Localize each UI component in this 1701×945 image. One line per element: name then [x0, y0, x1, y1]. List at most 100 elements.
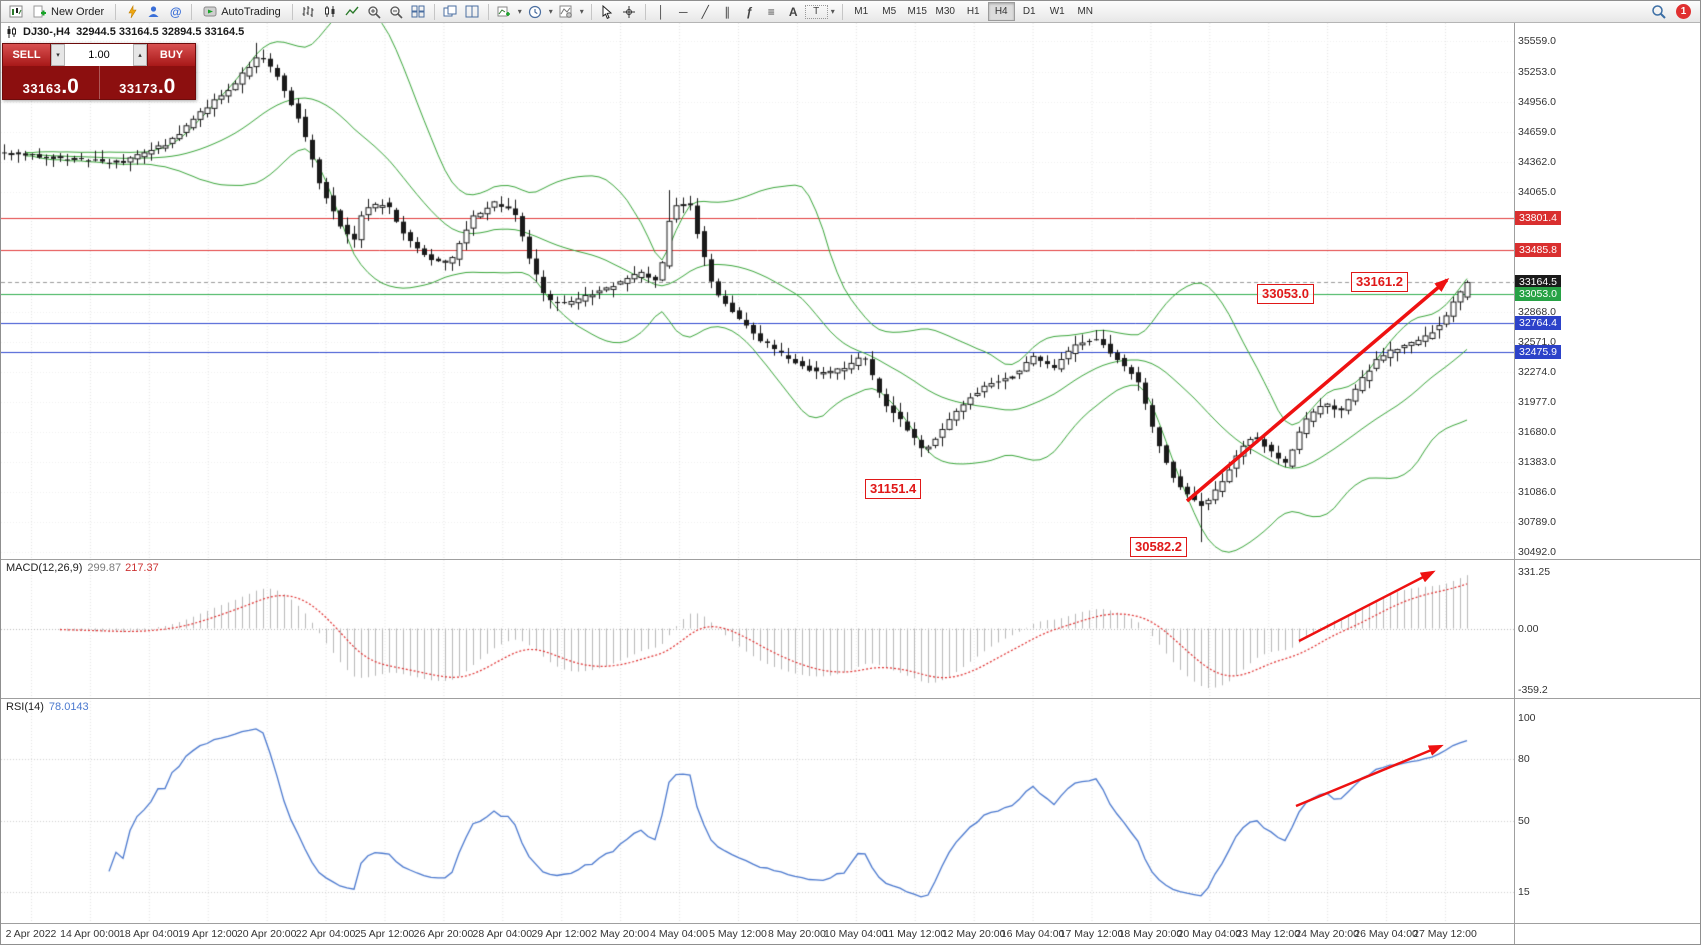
trendline-tool-icon[interactable]: ╱: [701, 4, 709, 19]
cascade-windows-icon[interactable]: [440, 3, 461, 21]
panel-separator[interactable]: [1, 698, 1700, 699]
buy-price[interactable]: 33173 .0: [98, 66, 196, 99]
panel-separator[interactable]: [1, 559, 1700, 560]
price-level-label: 33801.4: [1515, 211, 1561, 226]
time-axis-label: 20 Apr 20:00: [236, 928, 297, 940]
time-axis-label: 29 Apr 12:00: [531, 928, 592, 940]
objects-dropdown-caret[interactable]: ▾: [830, 7, 835, 16]
sell-button[interactable]: SELL: [3, 44, 51, 66]
symbol-period-label: DJ30-,H4: [23, 26, 71, 38]
community-at-icon[interactable]: @: [169, 4, 182, 19]
timeframe-w1[interactable]: W1: [1049, 6, 1065, 17]
timeframe-h4[interactable]: H4: [987, 2, 1015, 21]
toolbar-separator: [841, 3, 843, 20]
search-icon[interactable]: [1648, 3, 1669, 21]
time-axis-label: 26 Apr 20:00: [413, 928, 474, 940]
price-axis-tick: 31086.0: [1518, 486, 1556, 499]
zoom-in-icon[interactable]: [364, 3, 385, 21]
timeframe-mn[interactable]: MN: [1077, 6, 1093, 17]
toolbar-separator: [433, 3, 435, 20]
dropdown-caret[interactable]: ▾: [517, 7, 522, 16]
new-order-plus-icon: [33, 5, 46, 17]
price-annotation[interactable]: 33053.0: [1257, 284, 1314, 304]
dropdown-caret[interactable]: ▾: [579, 7, 584, 16]
price-axis-tick: 34362.0: [1518, 155, 1556, 168]
autotrading-label: AutoTrading: [221, 5, 281, 18]
price-level-label: 33164.5: [1515, 275, 1561, 290]
channel-tool-icon[interactable]: ∥: [724, 4, 731, 19]
price-axis-tick: 35253.0: [1518, 65, 1556, 78]
time-axis-label: 18 Apr 04:00: [119, 928, 179, 940]
buy-button[interactable]: BUY: [147, 44, 195, 66]
time-axis-label: 25 Apr 12:00: [354, 928, 415, 940]
cursor-icon[interactable]: [597, 3, 618, 21]
price-axis-tick: 34659.0: [1518, 125, 1556, 138]
lightning-icon[interactable]: [121, 3, 142, 21]
price-axis-tick: 34065.0: [1518, 185, 1556, 198]
time-axis[interactable]: 2 Apr 2022 14 Apr 00:00 18 Apr 04:00 19 Apr…: [1, 924, 1514, 944]
price-chart-canvas[interactable]: [1, 23, 1514, 944]
indicator-axis-tick: -359.2: [1518, 683, 1548, 696]
crosshair-icon[interactable]: [619, 3, 640, 21]
user-profile-icon[interactable]: [143, 3, 164, 21]
timeframe-m1[interactable]: M1: [854, 6, 869, 17]
fibonacci-tool-icon[interactable]: ƒ: [745, 4, 753, 19]
timeframe-h1[interactable]: H1: [966, 6, 980, 17]
tile-windows-icon[interactable]: [408, 3, 429, 21]
rsi-indicator-label: RSI(14) 78.0143: [6, 701, 89, 713]
time-axis-label: 2 Apr 2022: [5, 928, 57, 940]
periods-clock-icon[interactable]: [525, 3, 546, 21]
time-axis-label: 5 May 12:00: [709, 928, 767, 940]
timeframe-m5[interactable]: M5: [882, 6, 897, 17]
candlestick-style-icon[interactable]: [320, 3, 341, 21]
notification-badge[interactable]: 1: [1676, 4, 1691, 19]
horizontal-line-tool-icon[interactable]: ─: [678, 4, 688, 19]
toolbar-separator: [487, 3, 489, 20]
volume-input[interactable]: [65, 44, 133, 66]
price-annotation[interactable]: 30582.2: [1130, 537, 1187, 557]
new-order-button[interactable]: New Order: [27, 2, 110, 22]
one-click-trading-panel: SELL ▾ ▴ BUY 33163 .0 33173 .0: [2, 43, 196, 100]
price-axis-tick: 31383.0: [1518, 456, 1556, 469]
indicator-axis-tick: 0.00: [1518, 622, 1539, 635]
time-axis-label: 18 May 20:00: [1118, 928, 1183, 940]
sell-price[interactable]: 33163 .0: [22, 75, 79, 99]
autotrading-robot-icon: [203, 6, 217, 17]
zoom-out-icon[interactable]: [386, 3, 407, 21]
price-annotation[interactable]: 33161.2: [1351, 272, 1408, 292]
arrange-windows-icon[interactable]: [462, 3, 483, 21]
autotrading-button[interactable]: AutoTrading: [197, 2, 287, 22]
chart-window-icon[interactable]: [5, 3, 26, 21]
bar-chart-style-icon[interactable]: [298, 3, 319, 21]
price-level-label: 32764.4: [1515, 315, 1561, 330]
volume-stepper: ▾ ▴: [51, 44, 147, 66]
time-axis-label: 19 Apr 12:00: [177, 928, 238, 940]
vertical-line-tool-icon[interactable]: │: [657, 4, 665, 19]
toolbar-separator: [191, 3, 193, 20]
timeframe-m30[interactable]: M30: [935, 6, 955, 17]
time-axis-label: 10 May 04:00: [824, 928, 888, 940]
time-axis-label: 11 May 12:00: [883, 928, 947, 940]
time-axis-label: 20 May 04:00: [1177, 928, 1242, 940]
indicators-icon[interactable]: [494, 3, 515, 21]
price-annotation[interactable]: 31151.4: [865, 479, 922, 499]
price-axis-tick: 31977.0: [1518, 396, 1556, 409]
timeframe-m15[interactable]: M15: [907, 6, 927, 17]
new-order-label: New Order: [51, 5, 105, 18]
time-axis-label: 27 May 12:00: [1413, 928, 1477, 940]
text-label-tool-icon[interactable]: T: [804, 4, 828, 19]
indicator-axis-tick: 100: [1518, 712, 1536, 725]
time-axis-label: 12 May 20:00: [941, 928, 1006, 940]
volume-increase-button[interactable]: ▴: [133, 44, 147, 66]
timeframe-d1[interactable]: D1: [1022, 6, 1036, 17]
text-tool-icon[interactable]: A: [788, 4, 798, 19]
templates-icon[interactable]: [556, 3, 577, 21]
indicator-axis-tick: 15: [1518, 886, 1530, 899]
price-axis-separator: [1514, 23, 1515, 944]
volume-decrease-button[interactable]: ▾: [51, 44, 65, 66]
dropdown-caret[interactable]: ▾: [548, 7, 553, 16]
shapes-tool-icon[interactable]: ≡: [767, 4, 775, 19]
line-chart-style-icon[interactable]: [342, 3, 363, 21]
price-axis-tick: 32274.0: [1518, 366, 1556, 379]
